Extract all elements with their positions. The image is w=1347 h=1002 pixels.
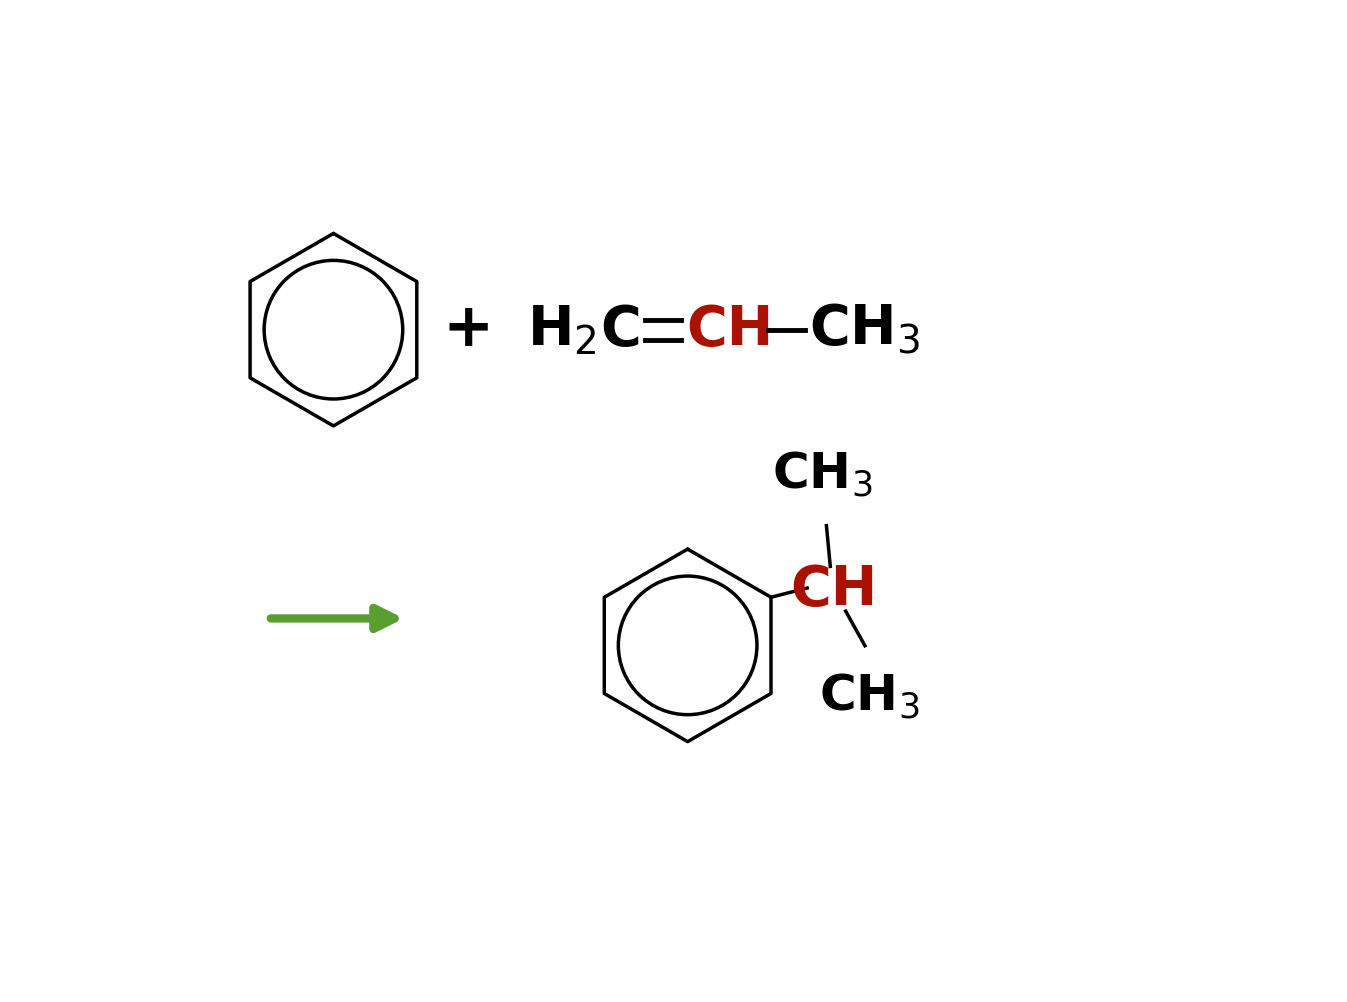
Text: CH: CH [686,303,773,357]
Text: CH$_3$: CH$_3$ [772,450,873,499]
Text: CH$_3$: CH$_3$ [810,303,920,357]
Text: H$_2$C: H$_2$C [528,303,640,357]
Text: +: + [443,301,494,359]
Text: CH$_3$: CH$_3$ [819,672,919,721]
FancyArrowPatch shape [271,608,395,629]
Text: CH: CH [791,562,878,616]
